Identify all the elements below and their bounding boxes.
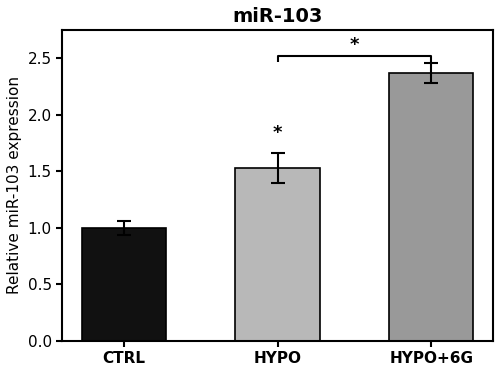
- Bar: [389, 73, 473, 341]
- Y-axis label: Relative miR-103 expression: Relative miR-103 expression: [7, 76, 22, 294]
- Text: *: *: [350, 36, 359, 54]
- Text: *: *: [273, 124, 282, 142]
- Title: miR-103: miR-103: [232, 7, 322, 26]
- Bar: [236, 168, 320, 341]
- Bar: [82, 228, 166, 341]
